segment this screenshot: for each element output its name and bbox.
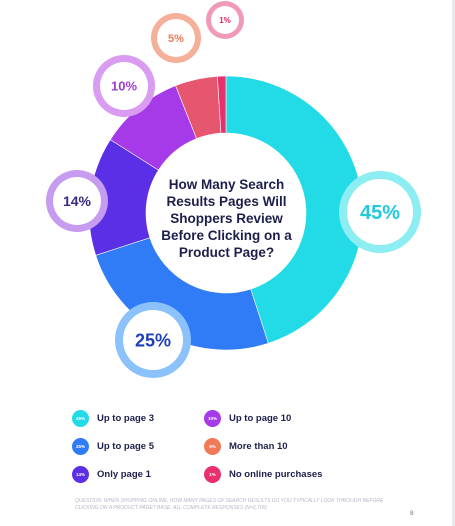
legend-item-no-online-purchases: 1% No online purchases: [204, 466, 322, 483]
bubble-core: [53, 177, 101, 225]
legend-dot: 5%: [204, 438, 221, 455]
legend-label: More than 10: [229, 441, 288, 452]
legend-dot: 25%: [72, 438, 89, 455]
legend-item-more-than-10: 5% More than 10: [204, 438, 288, 455]
donut-center: [146, 133, 306, 293]
legend-item-up-to-page-10: 10% Up to page 10: [204, 410, 291, 427]
bubble-core: [211, 6, 239, 34]
legend-item-up-to-page-5: 25% Up to page 5: [72, 438, 154, 455]
legend-dot: 45%: [72, 410, 89, 427]
legend-label: Up to page 5: [97, 441, 155, 452]
bubble-value-label: 45%: [360, 202, 400, 224]
bubble-value-label: 14%: [63, 193, 92, 209]
legend-dot: 10%: [204, 410, 221, 427]
legend-dot: 1%: [204, 466, 221, 483]
value-bubble-no-online-purchases: 1%: [206, 1, 244, 39]
legend-item-only-page-1: 14% Only page 1: [72, 466, 151, 483]
legend-label: Only page 1: [97, 469, 151, 480]
value-bubble-more-than-10: 5%: [151, 13, 201, 63]
value-bubble-up-to-page-10: 10%: [93, 55, 155, 117]
chart-title: How Many Search Results Pages Will Shopp…: [161, 177, 292, 260]
bubble-value-label: 1%: [219, 16, 231, 25]
footnote: Question: When shopping online, how many…: [75, 498, 384, 511]
value-bubble-only-page-1: 14%: [46, 170, 108, 232]
bubble-core: [157, 19, 195, 57]
legend-item-up-to-page-3: 45% Up to page 3: [72, 410, 154, 427]
value-bubble-up-to-page-5: 25%: [115, 302, 191, 378]
legend-dot: 14%: [72, 466, 89, 483]
bubble-core: [123, 310, 183, 370]
bubble-value-label: 5%: [168, 33, 184, 45]
bubble-value-label: 25%: [135, 330, 171, 350]
value-bubble-up-to-page-3: 45%: [339, 171, 421, 253]
bubble-core: [347, 179, 413, 245]
page-number: 8: [410, 510, 414, 517]
bubble-core: [100, 62, 148, 110]
legend-label: Up to page 3: [97, 413, 155, 424]
legend-label: No online purchases: [229, 469, 323, 480]
bubble-value-label: 10%: [111, 79, 137, 94]
legend-label: Up to page 10: [229, 413, 292, 424]
legend: 45% Up to page 3 10% Up to page 10 25% U…: [72, 410, 402, 490]
